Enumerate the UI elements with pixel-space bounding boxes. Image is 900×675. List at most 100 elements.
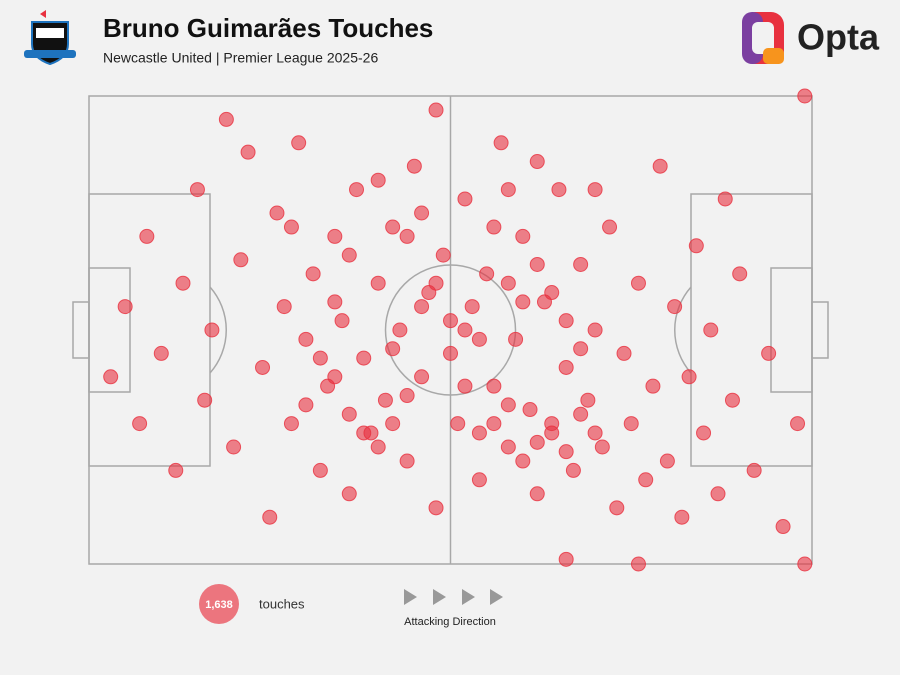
touch-point (435, 247, 451, 263)
touch-point (761, 345, 777, 361)
touch-point (168, 462, 184, 478)
brand-logo: Opta (742, 12, 880, 64)
touch-point (500, 439, 516, 455)
points (103, 88, 813, 572)
pitch (72, 95, 829, 565)
touch-point (573, 256, 589, 272)
touch-point (710, 486, 726, 502)
touch-point (587, 182, 603, 198)
touch-point (522, 402, 538, 418)
touch-point (370, 172, 386, 188)
touch-point (500, 397, 516, 413)
touch-point (638, 472, 654, 488)
touch-point (399, 453, 415, 469)
touch-point (283, 416, 299, 432)
touch-point (457, 322, 473, 338)
touch-point (515, 228, 531, 244)
touch-point (117, 299, 133, 315)
touch-point (508, 331, 524, 347)
touch-point (500, 275, 516, 291)
touch-point (573, 341, 589, 357)
touch-point (341, 486, 357, 502)
touch-point (218, 111, 234, 127)
touch-point (724, 392, 740, 408)
touch-point (790, 416, 806, 432)
touch-point (558, 313, 574, 329)
touch-point (515, 294, 531, 310)
touch-point (457, 191, 473, 207)
touch-point (233, 252, 249, 268)
touch-point (428, 102, 444, 118)
touch-point (255, 359, 271, 375)
touch-point (775, 519, 791, 535)
touch-point (189, 182, 205, 198)
touch-point (204, 322, 220, 338)
touch-point (688, 238, 704, 254)
touch-point (356, 425, 372, 441)
touch-point (565, 462, 581, 478)
touch-point (667, 299, 683, 315)
touch-point (262, 509, 278, 525)
legend-label: touches (259, 596, 305, 611)
touch-point (717, 191, 733, 207)
touch-point (486, 416, 502, 432)
touch-point (349, 182, 365, 198)
touch-point (334, 313, 350, 329)
touch-point (377, 392, 393, 408)
touch-point (630, 275, 646, 291)
touch-point (544, 285, 560, 301)
touch-point (529, 434, 545, 450)
touch-point (414, 299, 430, 315)
legend: Attacking Direction 1,638 touches (199, 584, 503, 628)
touch-point (493, 135, 509, 151)
touch-point (428, 500, 444, 516)
touch-point (515, 453, 531, 469)
touch-point (312, 350, 328, 366)
touch-point (283, 219, 299, 235)
touch-point (370, 439, 386, 455)
touch-point (428, 275, 444, 291)
touch-point (609, 500, 625, 516)
touch-point (457, 378, 473, 394)
touch-point (797, 556, 813, 572)
touch-point (305, 266, 321, 282)
touch-point (370, 275, 386, 291)
touch-point (414, 369, 430, 385)
touch-point (327, 294, 343, 310)
touch-point (696, 425, 712, 441)
touch-point (471, 425, 487, 441)
touch-point (674, 509, 690, 525)
touch-point (406, 158, 422, 174)
total-marker (199, 584, 239, 624)
touch-point (558, 551, 574, 567)
crest (24, 10, 76, 66)
touch-point (529, 154, 545, 170)
touch-point (197, 392, 213, 408)
touch-point (616, 345, 632, 361)
touch-point (291, 135, 307, 151)
touch-point (573, 406, 589, 422)
touch-point (486, 378, 502, 394)
touch-point (464, 299, 480, 315)
touch-point (703, 322, 719, 338)
touch-point (732, 266, 748, 282)
touch-point (385, 341, 401, 357)
touch-point (529, 486, 545, 502)
touch-point (479, 266, 495, 282)
touch-point (551, 182, 567, 198)
touch-point (399, 228, 415, 244)
touch-point (471, 331, 487, 347)
touch-point (298, 397, 314, 413)
touch-point (103, 369, 119, 385)
chart-title: Bruno Guimarães Touches (103, 13, 433, 43)
touch-point (327, 228, 343, 244)
touch-point (580, 392, 596, 408)
touch-point (132, 416, 148, 432)
touch-point (659, 453, 675, 469)
brand: Opta (797, 17, 880, 58)
touch-point (558, 359, 574, 375)
touch-point (471, 472, 487, 488)
touch-point (399, 388, 415, 404)
touch-point (153, 345, 169, 361)
